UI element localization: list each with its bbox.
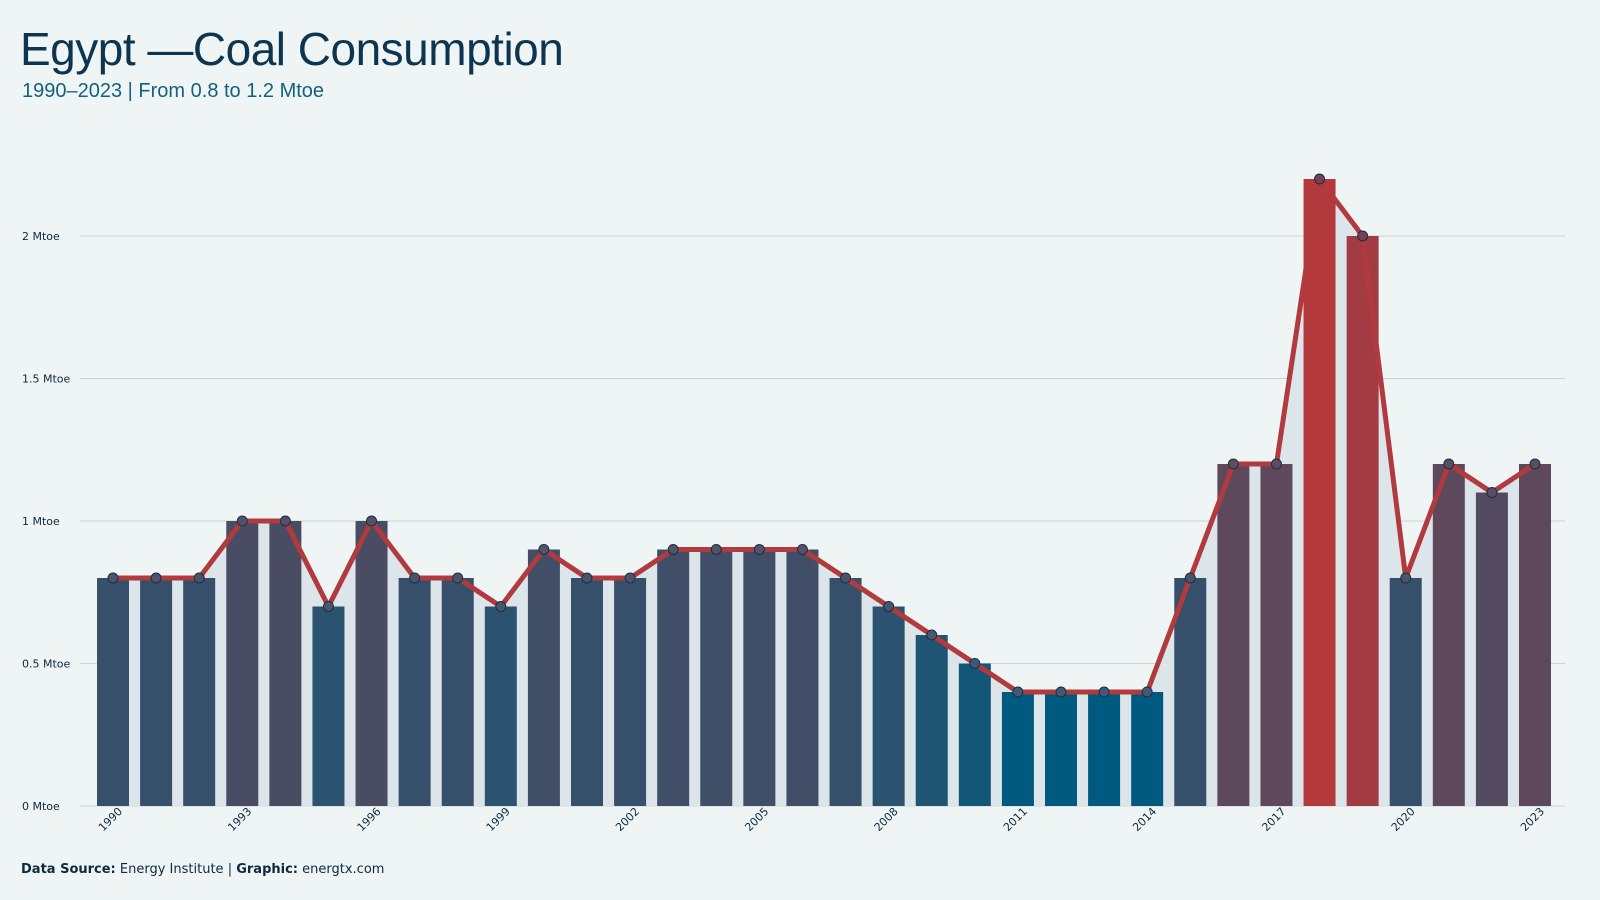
- bar-1999: [484, 606, 517, 806]
- x-tick-label: 1999: [484, 805, 513, 834]
- bar-layer: [97, 179, 1551, 806]
- series-line: [113, 176, 1537, 695]
- point-2016: [1227, 458, 1239, 470]
- bar-2008: [872, 606, 905, 806]
- x-tick-label: 1996: [355, 805, 384, 834]
- bar-2021: [1432, 464, 1465, 806]
- y-tick-label: 2 Mtoe: [22, 230, 60, 243]
- bar-1993: [226, 521, 259, 806]
- x-tick-label: 1990: [96, 805, 125, 834]
- point-2004: [710, 544, 722, 555]
- point-2018: [1314, 173, 1326, 185]
- chart-title: Egypt —Coal Consumption: [20, 23, 564, 75]
- point-2020: [1400, 572, 1412, 584]
- bar-2013: [1088, 692, 1121, 806]
- point-2013: [1098, 686, 1110, 698]
- y-tick-label: 0 Mtoe: [22, 800, 60, 813]
- point-2000: [538, 544, 550, 555]
- graphic-value: energtx.com: [302, 862, 385, 877]
- bar-2015: [1174, 578, 1207, 806]
- footer-separator: |: [227, 862, 233, 877]
- bar-2018: [1303, 179, 1336, 806]
- bar-2016: [1217, 464, 1250, 806]
- point-2017: [1270, 458, 1282, 470]
- point-2007: [840, 572, 852, 584]
- bar-1992: [183, 578, 216, 806]
- chart-subtitle: 1990–2023 | From 0.8 to 1.2 Mtoe: [22, 80, 325, 102]
- y-tick-label: 1 Mtoe: [22, 515, 60, 528]
- point-2014: [1141, 686, 1153, 698]
- line-layer: [113, 176, 1537, 695]
- point-layer: [107, 173, 1541, 698]
- bar-2014: [1131, 692, 1164, 806]
- bar-2004: [700, 549, 733, 806]
- bar-1994: [269, 521, 302, 806]
- y-axis-ticks: 0 Mtoe 0.5 Mtoe 1 Mtoe 1.5 Mtoe 2 Mtoe: [22, 230, 71, 813]
- point-1991: [150, 572, 162, 584]
- point-1993: [236, 515, 248, 527]
- bar-2011: [1001, 692, 1034, 806]
- point-1997: [409, 572, 421, 584]
- point-2023: [1529, 458, 1541, 470]
- bar-1991: [140, 578, 173, 806]
- graphic-label: Graphic:: [236, 862, 298, 877]
- point-2001: [581, 572, 593, 584]
- bar-2009: [915, 635, 948, 806]
- point-2006: [796, 544, 808, 555]
- point-2003: [667, 544, 679, 555]
- x-tick-label: 2017: [1259, 805, 1288, 834]
- point-1990: [107, 572, 119, 584]
- x-tick-label: 2011: [1001, 805, 1030, 834]
- bar-2017: [1260, 464, 1293, 806]
- bar-1995: [312, 606, 345, 806]
- bar-2022: [1475, 492, 1508, 806]
- footer-credits: Data Source: Energy Institute | Graphic:…: [21, 862, 384, 877]
- point-2008: [883, 601, 895, 612]
- x-tick-label: 1993: [225, 805, 254, 834]
- point-2015: [1184, 572, 1196, 584]
- point-1998: [452, 572, 464, 584]
- point-2022: [1486, 487, 1498, 498]
- bar-2010: [958, 663, 991, 806]
- bar-1998: [441, 578, 474, 806]
- source-value: Energy Institute: [119, 862, 224, 877]
- x-tick-label: 2023: [1518, 805, 1547, 834]
- y-tick-label: 1.5 Mtoe: [22, 373, 71, 386]
- bar-1997: [398, 578, 431, 806]
- bar-2001: [571, 578, 603, 806]
- bar-2012: [1045, 692, 1077, 806]
- bar-1990: [97, 578, 129, 806]
- x-tick-label: 2014: [1130, 805, 1159, 834]
- bar-2005: [743, 549, 776, 806]
- bar-2020: [1389, 578, 1422, 806]
- x-tick-label: 2002: [613, 805, 642, 834]
- point-2021: [1443, 458, 1455, 470]
- bar-2000: [527, 549, 560, 806]
- x-tick-label: 2020: [1389, 805, 1418, 834]
- y-tick-label: 0.5 Mtoe: [22, 658, 71, 671]
- point-2009: [926, 629, 938, 641]
- x-tick-label: 2008: [872, 805, 901, 834]
- bar-1996: [355, 521, 388, 806]
- bar-2003: [657, 549, 690, 806]
- bar-2007: [829, 578, 862, 806]
- point-1995: [322, 601, 334, 612]
- point-1994: [279, 515, 291, 527]
- point-1992: [193, 572, 205, 584]
- bar-2002: [614, 578, 647, 806]
- x-tick-label: 2005: [742, 805, 771, 834]
- bar-2006: [786, 549, 819, 806]
- point-2010: [969, 658, 981, 669]
- point-1996: [366, 515, 378, 527]
- point-1999: [495, 601, 507, 612]
- source-label: Data Source:: [21, 862, 116, 877]
- point-2005: [753, 544, 765, 555]
- point-2012: [1055, 686, 1067, 698]
- point-2002: [624, 572, 636, 584]
- point-2019: [1357, 230, 1369, 242]
- x-axis-ticks: 1990 1993 1996 1999 2002 2005 2008 2011 2014 2017…: [96, 805, 1547, 834]
- point-2011: [1012, 686, 1024, 698]
- bar-2023: [1519, 464, 1551, 806]
